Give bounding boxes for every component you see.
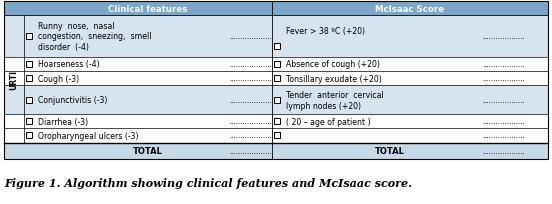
Bar (274, 62, 280, 68)
Text: McIsaac Score: McIsaac Score (375, 4, 444, 13)
Text: ...................: ................... (230, 97, 272, 103)
Text: ...................: ................... (482, 76, 526, 82)
Bar (274, 119, 280, 124)
Bar (4, 2, 548, 159)
Bar (26, 97, 32, 103)
Text: Diarrhea (-3): Diarrhea (-3) (38, 117, 88, 126)
Text: ...................: ................... (482, 34, 526, 40)
Text: TOTAL: TOTAL (133, 146, 163, 155)
Text: ...................: ................... (482, 148, 526, 154)
Text: Hoarseness (-4): Hoarseness (-4) (38, 60, 99, 69)
Text: Runny  nose,  nasal
congestion,  sneezing,  smell
disorder  (-4): Runny nose, nasal congestion, sneezing, … (38, 22, 151, 52)
Bar (4, 114, 548, 129)
Text: ...................: ................... (482, 119, 526, 124)
Text: TOTAL: TOTAL (375, 146, 405, 155)
Text: ...................: ................... (482, 62, 526, 68)
Bar (274, 133, 280, 139)
Text: Tender  anterior  cervical
lymph nodes (+20): Tender anterior cervical lymph nodes (+2… (286, 90, 384, 110)
Bar (4, 86, 548, 114)
Text: ...................: ................... (482, 97, 526, 103)
Text: Fever > 38 ºC (+20): Fever > 38 ºC (+20) (286, 27, 365, 36)
Text: Conjunctivitis (-3): Conjunctivitis (-3) (38, 96, 108, 105)
Bar (274, 97, 280, 103)
Bar (4, 129, 548, 143)
Bar (4, 143, 548, 159)
Text: ...................: ................... (230, 34, 272, 40)
Bar (274, 76, 280, 82)
Text: ...................: ................... (230, 119, 272, 124)
Bar (4, 72, 548, 86)
Text: Absence of cough (+20): Absence of cough (+20) (286, 60, 380, 69)
Text: URTI: URTI (9, 69, 19, 89)
Text: ...................: ................... (230, 148, 272, 154)
Text: ...................: ................... (230, 133, 272, 139)
Text: ...................: ................... (230, 76, 272, 82)
Text: Cough (-3): Cough (-3) (38, 74, 79, 83)
Bar (26, 133, 32, 139)
Text: ...................: ................... (482, 133, 526, 139)
Bar (4, 58, 548, 72)
Text: Tonsillary exudate (+20): Tonsillary exudate (+20) (286, 74, 382, 83)
Bar (26, 62, 32, 68)
Text: ...................: ................... (230, 62, 272, 68)
Text: ( 20 – age of patient ): ( 20 – age of patient ) (286, 117, 370, 126)
Bar (26, 119, 32, 124)
Bar (4, 16, 548, 58)
Text: Clinical features: Clinical features (108, 4, 188, 13)
Text: Oropharyngeal ulcers (-3): Oropharyngeal ulcers (-3) (38, 131, 139, 140)
Bar (26, 76, 32, 82)
Bar (26, 34, 32, 40)
Bar (274, 44, 280, 50)
Text: Figure 1. Algorithm showing clinical features and McIsaac score.: Figure 1. Algorithm showing clinical fea… (4, 177, 412, 188)
Bar (4, 2, 548, 16)
